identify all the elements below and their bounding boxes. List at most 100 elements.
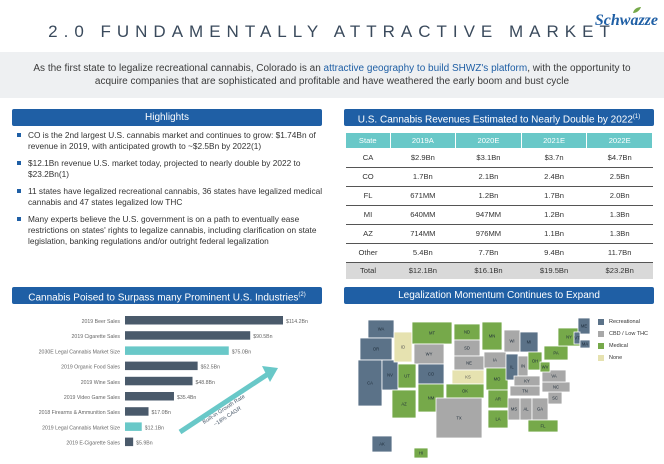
- state-label: MN: [489, 334, 496, 339]
- bar-category-label: 2019 Video Game Sales: [64, 395, 121, 401]
- state-label: HI: [419, 451, 423, 456]
- legend-label: Medical: [609, 342, 628, 349]
- page-title: 2.0 FUNDAMENTALLY ATTRACTIVE MARKET: [48, 22, 616, 41]
- bar-value-label: $90.5Bn: [253, 334, 272, 340]
- bar: [125, 361, 198, 371]
- industries-title-footnote: (2): [298, 292, 306, 298]
- bar-category-label: 2019 Wine Sales: [81, 380, 121, 386]
- state-label: WY: [426, 352, 433, 357]
- state-label: CA: [367, 381, 373, 386]
- table-cell: 1.7Bn: [521, 186, 587, 206]
- state-label: FL: [541, 424, 547, 429]
- state-label: KY: [524, 379, 530, 384]
- state-label: MI: [527, 340, 532, 345]
- state-label: WA: [378, 327, 385, 332]
- revenue-header: U.S. Cannabis Revenues Estimated to Near…: [344, 109, 654, 126]
- table-cell: 9.4Bn: [521, 243, 587, 263]
- table-cell: Total: [346, 262, 391, 279]
- state-label: AK: [379, 442, 385, 447]
- bar-value-label: $5.9Bn: [136, 441, 153, 447]
- bar-category-label: 2018 Firearms & Ammunition Sales: [39, 410, 121, 416]
- bar-value-label: $114.2Bn: [286, 319, 308, 325]
- growth-arrow-head: [262, 366, 278, 382]
- legend-swatch: [598, 342, 604, 349]
- table-row: Other 5.4Bn 7.7Bn 9.4Bn 11.7Bn: [346, 243, 653, 263]
- highlights-header: Highlights: [12, 109, 322, 126]
- table-cell: $2.9Bn: [390, 148, 456, 168]
- bar: [125, 392, 174, 401]
- state-label: UT: [404, 374, 410, 379]
- table-cell: 1.3Bn: [586, 205, 653, 225]
- table-row: AZ 714MM 976MM 1.1Bn 1.3Bn: [346, 224, 653, 244]
- company-logo: Schwazze: [594, 12, 658, 29]
- state-pa: [543, 345, 569, 361]
- map-legend: Recreational CBD / Low THC Medical None: [598, 316, 648, 364]
- state-label: TX: [456, 416, 462, 421]
- state-label: SD: [464, 346, 470, 351]
- table-row: CO 1.7Bn 2.1Bn 2.4Bn 2.5Bn: [346, 167, 653, 187]
- bar: [125, 346, 229, 355]
- bar-category-label: 2030E Legal Cannabis Market Size: [39, 349, 120, 355]
- state-label: MO: [494, 377, 501, 382]
- state-label: OR: [373, 347, 379, 352]
- highlights-list: CO is the 2nd largest U.S. cannabis mark…: [16, 130, 326, 253]
- state-label: ME: [581, 324, 587, 329]
- state-label: WI: [509, 339, 514, 344]
- state-mn: [481, 321, 503, 351]
- table-cell: 640MM: [390, 205, 456, 225]
- table-row: FL 671MM 1.2Bn 1.7Bn 2.0Bn: [346, 186, 653, 206]
- bar-value-label: $48.8Bn: [196, 380, 215, 386]
- state-oh: [527, 351, 543, 371]
- bar-value-label: $17.0Bn: [152, 410, 171, 416]
- industries-title: Cannabis Poised to Surpass many Prominen…: [28, 292, 299, 304]
- table-cell: FL: [346, 186, 391, 206]
- state-tn: [509, 385, 541, 397]
- state-label: SC: [552, 396, 558, 401]
- state-label: VT: [574, 336, 580, 341]
- table-cell: 7.7Bn: [455, 243, 522, 263]
- state-label: ND: [464, 330, 470, 335]
- state-label: AZ: [401, 402, 407, 407]
- bar-category-label: 2019 Beer Sales: [82, 319, 121, 325]
- legend-label: Recreational: [609, 318, 640, 325]
- table-cell: 2.4Bn: [521, 167, 587, 187]
- state-label: KS: [465, 375, 471, 380]
- column-header: 2022E: [586, 133, 653, 148]
- logo-leaf-icon: [633, 7, 641, 13]
- state-label: PA: [553, 351, 558, 356]
- table-cell: $23.2Bn: [586, 262, 653, 279]
- table-cell: 1.7Bn: [390, 167, 456, 187]
- intro-text-start: As the first state to legalize recreatio…: [33, 63, 324, 74]
- bar: [125, 407, 149, 416]
- highlight-item: CO is the 2nd largest U.S. cannabis mark…: [16, 130, 326, 152]
- bar: [125, 331, 251, 340]
- bar: [125, 422, 142, 431]
- legend-swatch: [598, 318, 604, 325]
- table-cell: 714MM: [390, 224, 456, 244]
- table-cell: $3.7n: [521, 148, 587, 168]
- column-header: State: [346, 133, 391, 148]
- industries-bar-chart: 2019 Beer Sales $114.2Bn 2019 Cigarette Sa…: [39, 316, 308, 447]
- table-cell: 671MM: [390, 186, 456, 206]
- bar-value-label: $12.1Bn: [145, 425, 164, 431]
- state-label: IL: [510, 365, 514, 370]
- table-cell: MI: [346, 205, 391, 225]
- state-wv: [539, 361, 551, 373]
- state-label: AL: [523, 407, 529, 412]
- state-vt: [573, 331, 581, 345]
- state-ca: [357, 359, 383, 407]
- growth-arrow: [178, 371, 270, 435]
- table-cell: CA: [346, 148, 391, 168]
- state-label: LA: [495, 417, 500, 422]
- bar: [125, 437, 134, 447]
- legalization-header: Legalization Momentum Continues to Expan…: [344, 287, 654, 304]
- table-cell: 2.1Bn: [455, 167, 522, 187]
- bar-value-label: $75.0Bn: [232, 349, 251, 355]
- column-header: 2019A: [390, 133, 457, 148]
- revenue-table-header-row: State 2019A 2020E 2021E 2022E: [346, 133, 653, 148]
- legend-item: None: [598, 352, 648, 363]
- bar-category-label: 2019 E-Cigarette Sales: [66, 441, 120, 447]
- state-label: WV: [542, 365, 549, 370]
- state-label: MA: [582, 342, 588, 347]
- legend-swatch: [598, 354, 604, 361]
